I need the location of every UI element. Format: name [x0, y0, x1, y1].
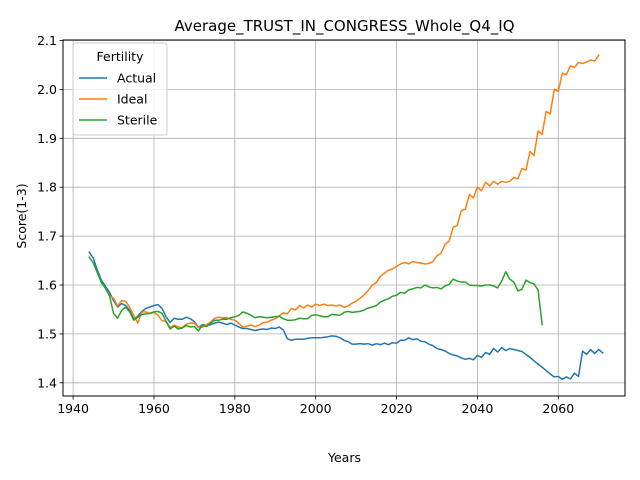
legend-title: Fertility [97, 49, 145, 64]
x-tick-label: 2040 [462, 401, 494, 416]
legend-label-ideal: Ideal [117, 92, 147, 107]
y-tick-label: 1.9 [37, 131, 57, 146]
legend-label-sterile: Sterile [117, 113, 158, 128]
y-tick-label: 1.7 [37, 229, 57, 244]
x-axis: 1940 1960 1980 2000 2020 2040 2060 [57, 396, 574, 416]
x-tick-label: 2000 [300, 401, 332, 416]
legend-box [72, 42, 168, 136]
y-tick-label: 1.8 [37, 180, 57, 195]
series-lines [88, 54, 604, 381]
y-axis-label: Score(1-3) [14, 183, 29, 248]
series-line-ideal [108, 54, 600, 329]
legend-label-actual: Actual [117, 71, 156, 86]
x-tick-label: 2020 [381, 401, 413, 416]
y-tick-label: 2.0 [37, 82, 57, 97]
plot-area-frame [62, 39, 626, 397]
series-line-sterile [88, 256, 543, 332]
y-tick-label: 1.6 [37, 277, 57, 292]
legend-entries: Actual Ideal Sterile [79, 71, 158, 128]
series-line-actual [88, 251, 604, 381]
y-tick-label: 1.4 [37, 375, 57, 390]
y-tick-label: 1.5 [37, 326, 57, 341]
legend: Fertility Actual Ideal Sterile [72, 42, 168, 136]
chart-title: Average_TRUST_IN_CONGRESS_Whole_Q4_IQ [174, 17, 514, 36]
x-tick-label: 1980 [219, 401, 251, 416]
x-tick-label: 1960 [138, 401, 170, 416]
y-axis: 1.4 1.5 1.6 1.7 1.8 1.9 2.0 2.1 [37, 33, 63, 390]
x-tick-label: 2060 [542, 401, 574, 416]
y-tick-label: 2.1 [37, 33, 57, 48]
x-axis-label: Years [327, 450, 361, 465]
x-tick-label: 1940 [57, 401, 89, 416]
